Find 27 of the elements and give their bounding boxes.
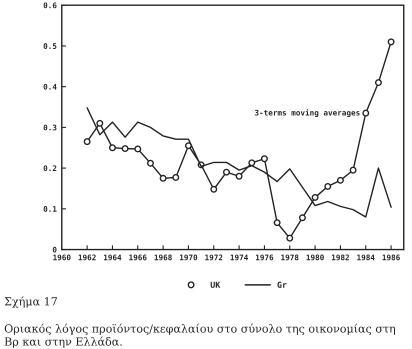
- point: [122, 145, 129, 152]
- point: [96, 120, 104, 127]
- point: [236, 172, 243, 180]
- point: [312, 194, 319, 201]
- point: [374, 79, 382, 86]
- point: [286, 234, 294, 242]
- text: Οριακός λόγος προϊόντος/κεφαλαίου στο σύνολο της οικονομίας στη Βρ και στην Ελλάδα.: [4, 324, 396, 348]
- point: [84, 138, 91, 146]
- point: [210, 186, 218, 193]
- point: [222, 168, 230, 176]
- point: [388, 38, 395, 46]
- legend-label: Gr: [277, 282, 287, 288]
- point: [336, 176, 344, 184]
- point: [172, 174, 180, 181]
- point: [160, 174, 167, 182]
- point: [248, 159, 256, 166]
- point: [260, 155, 268, 162]
- point: [146, 160, 154, 167]
- text: Σχήμα 17: [4, 296, 57, 308]
- point: [274, 219, 281, 226]
- point: [134, 145, 142, 152]
- point: [298, 214, 306, 222]
- point: [108, 144, 116, 152]
- point: [350, 166, 357, 174]
- point: [362, 110, 370, 117]
- legend-label: UK: [210, 282, 220, 288]
- point: [324, 182, 332, 190]
